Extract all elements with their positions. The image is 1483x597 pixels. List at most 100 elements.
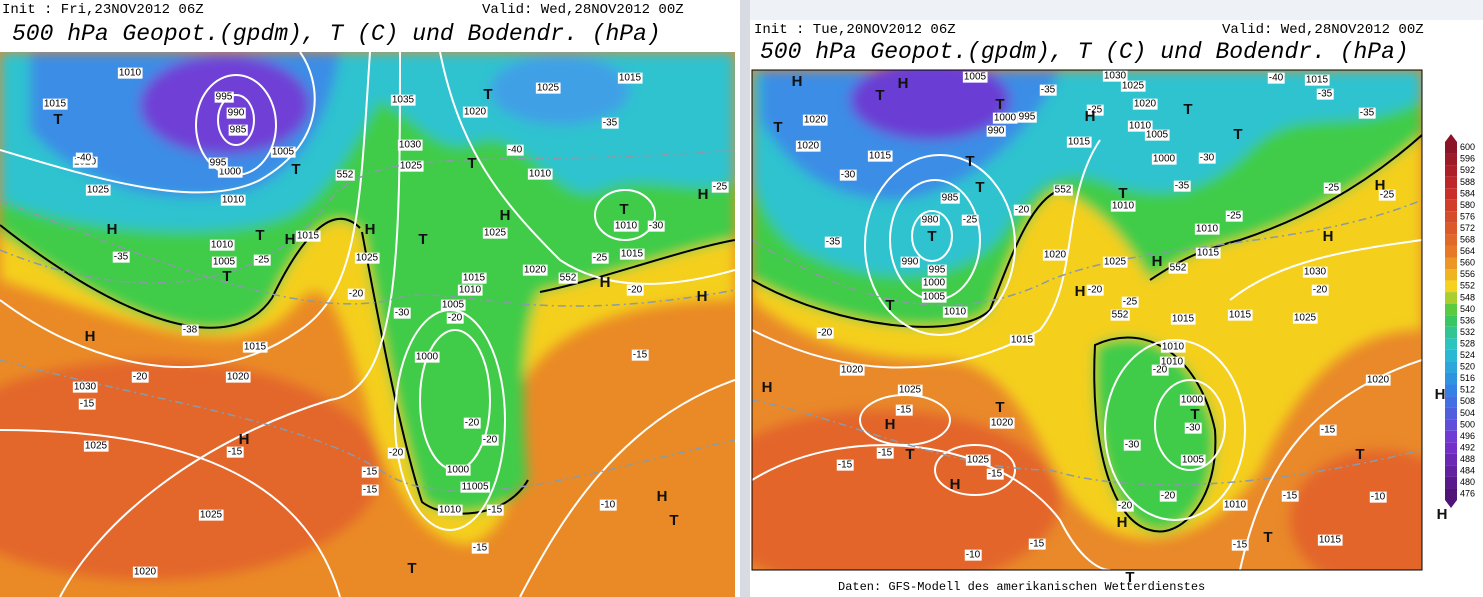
contour-value: 552 [560,273,577,284]
pressure-center: H [1323,228,1334,245]
contour-value: 1010 [1196,224,1219,235]
contour-label: -20 [1086,284,1104,296]
contour-value: 1020 [991,418,1014,429]
contour-label: -15 [78,398,96,410]
contour-label: 1025 [1292,312,1318,324]
contour-value: 1025 [537,83,560,94]
contour-value: -20 [1153,365,1168,376]
contour-value: 11005 [461,482,489,493]
pressure-center-label: H [600,274,611,291]
label-box [1110,200,1136,212]
pressure-center: T [995,96,1004,113]
contour-label: 1025 [535,82,561,94]
pressure-center-label: T [1190,406,1199,423]
label-box [1042,249,1068,261]
legend-swatch [1445,303,1457,316]
label-box [867,150,893,162]
pressure-center: T [619,201,628,218]
contour-label: 1020 [462,106,488,118]
pressure-center-label: H [698,186,709,203]
contour-label: -15 [895,404,913,416]
contour-value: 1015 [1229,310,1252,321]
contour-label: 1010 [457,284,483,296]
legend-arrow [1445,500,1457,508]
contour-label: -20 [347,288,365,300]
legend-swatch [1445,349,1457,362]
label-box [217,166,243,178]
label-box [1184,422,1202,434]
contour-value: 1005 [923,292,946,303]
label-box [1160,341,1186,353]
pressure-center-label: T [1263,529,1272,546]
pressure-center-label: T [773,119,782,136]
contour-label: -15 [1231,539,1249,551]
pressure-center: H [1437,506,1448,523]
pressure-center: H [85,328,96,345]
contour-label: 1030 [72,381,98,393]
contour-value: -40 [77,153,92,164]
legend-swatch [1445,430,1457,443]
label-box [1102,256,1128,268]
pressure-center-label: T [291,161,300,178]
contour-label: -25 [1086,104,1104,116]
contour-label: -35 [1039,84,1057,96]
contour-label: -20 [626,284,644,296]
label-box [961,214,979,226]
label-box [397,139,423,151]
pressure-center: H [950,476,961,493]
label-box [226,446,244,458]
label-box [527,168,553,180]
contour-label: -25 [1323,182,1341,194]
pressure-center-label: H [1075,283,1086,300]
contour-value: -15 [1321,425,1336,436]
contour-value: -25 [1227,211,1242,222]
label-box [839,169,857,181]
label-box [900,256,920,268]
label-box [1369,491,1387,503]
contour-value: 1010 [222,195,245,206]
map-labels: 10109959909851015T1020-4010009951005T102… [42,67,1448,586]
pressure-center: H [898,75,909,92]
legend-label: 476 [1460,489,1475,499]
contour-label: 1025 [965,454,991,466]
contour-value: 1000 [1153,154,1176,165]
contour-label: 1000 [921,277,947,289]
label-box [393,307,411,319]
contour-value: 1010 [211,240,234,251]
legend-swatch [1445,269,1457,281]
label-box [1195,247,1221,259]
pressure-center-label: T [905,446,914,463]
contour-value: -30 [1200,153,1215,164]
contour-label: 1010 [1222,499,1248,511]
label-box [711,181,729,193]
contour-value: -30 [1125,440,1140,451]
contour-label: 1025 [897,384,923,396]
legend-swatch [1445,372,1457,385]
contour-value: 1030 [1104,71,1127,82]
contour-value: -30 [1186,423,1201,434]
pressure-center: T [467,155,476,172]
contour-value: -15 [838,460,853,471]
contour-value: -20 [483,435,498,446]
legend-swatch [1445,338,1457,350]
contour-label: 1005 [962,71,988,83]
pressure-center: T [965,153,974,170]
label-box [132,566,158,578]
contour-value: -20 [1161,491,1176,502]
label-box [463,417,481,429]
contour-label: -15 [471,542,489,554]
pressure-center: T [255,227,264,244]
contour-value: 995 [210,158,227,169]
contour-label: -15 [631,349,649,361]
contour-value: 1005 [442,300,465,311]
contour-value: -15 [473,543,488,554]
legend-swatch [1445,188,1457,200]
pressure-center-label: T [53,111,62,128]
contour-label: 1020 [1132,98,1158,110]
contour-value: 995 [929,265,946,276]
contour-value: -20 [818,328,833,339]
pressure-center-label: H [365,221,376,238]
contour-label: -20 [1116,500,1134,512]
contour-value: 1015 [619,73,642,84]
